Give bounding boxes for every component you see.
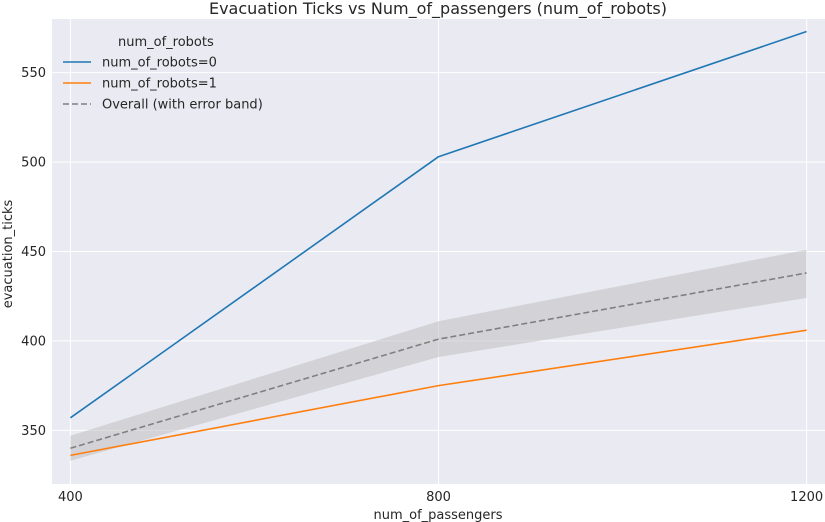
y-tick-label: 500 xyxy=(21,156,46,171)
x-ticks: 400 800 1200 xyxy=(58,490,823,505)
x-tick-label: 1200 xyxy=(790,490,823,505)
x-axis-label: num_of_passengers xyxy=(373,508,502,522)
legend-label: num_of_robots=0 xyxy=(102,56,217,71)
series-line-0 xyxy=(69,30,807,419)
chart-title: Evacuation Ticks vs Num_of_passengers (n… xyxy=(209,0,667,19)
y-tick-label: 550 xyxy=(21,66,46,81)
x-tick-label: 400 xyxy=(58,490,83,505)
series-lines xyxy=(69,30,807,457)
legend: num_of_robots num_of_robots=0 num_of_robo… xyxy=(63,35,263,113)
legend-label: num_of_robots=1 xyxy=(102,77,217,92)
y-tick-label: 350 xyxy=(21,424,46,439)
y-ticks: 350 400 450 500 550 xyxy=(21,66,46,439)
error-band xyxy=(70,249,807,461)
x-tick-label: 800 xyxy=(426,490,451,505)
legend-label: Overall (with error band) xyxy=(102,98,263,113)
series-line-2 xyxy=(70,272,807,449)
y-tick-label: 450 xyxy=(21,245,46,260)
series-line-1 xyxy=(70,329,807,457)
y-tick-label: 400 xyxy=(21,334,46,349)
error-band-area xyxy=(70,249,807,461)
legend-title: num_of_robots xyxy=(118,35,214,50)
y-axis-label: evacuation_ticks xyxy=(1,199,16,308)
